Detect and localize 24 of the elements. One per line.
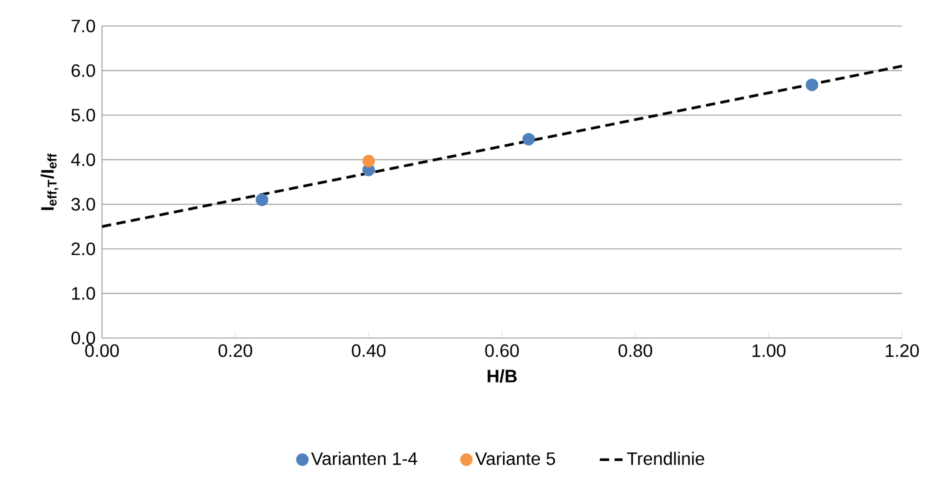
y-tick-label: 0.0 xyxy=(71,332,96,344)
x-tick-label: 1.00 xyxy=(752,344,786,357)
x-tick-label: 1.20 xyxy=(886,344,919,357)
x-tick-label: 0.80 xyxy=(618,344,652,357)
y-tick-label: 6.0 xyxy=(72,64,96,77)
y-tick-label: 1.0 xyxy=(72,287,96,300)
point xyxy=(806,78,818,92)
point xyxy=(362,154,375,168)
x-tick-label: 0.20 xyxy=(218,344,252,357)
y-tick-label: 3.0 xyxy=(71,198,96,211)
y-axis-title: I$_{eff,T}$/I$_{eff}$ xyxy=(40,153,58,210)
y-tick-label: 2.0 xyxy=(72,242,96,256)
legend-label: Trendlinie xyxy=(626,452,704,465)
x-tick-label: 0.40 xyxy=(352,344,386,357)
point xyxy=(256,194,268,206)
y-tick-label: 4.0 xyxy=(71,153,96,166)
point xyxy=(522,132,535,146)
legend-label: Variante 5 xyxy=(475,452,556,465)
x-tick-label: 0.60 xyxy=(485,344,519,357)
x-tick-label: 0.00 xyxy=(85,344,119,357)
x-axis-title: H/B xyxy=(488,369,517,383)
legend-label: Varianten 1-4 xyxy=(311,452,418,465)
y-tick-label: 5.0 xyxy=(71,108,96,122)
y-tick-label: 7.0 xyxy=(72,20,96,32)
